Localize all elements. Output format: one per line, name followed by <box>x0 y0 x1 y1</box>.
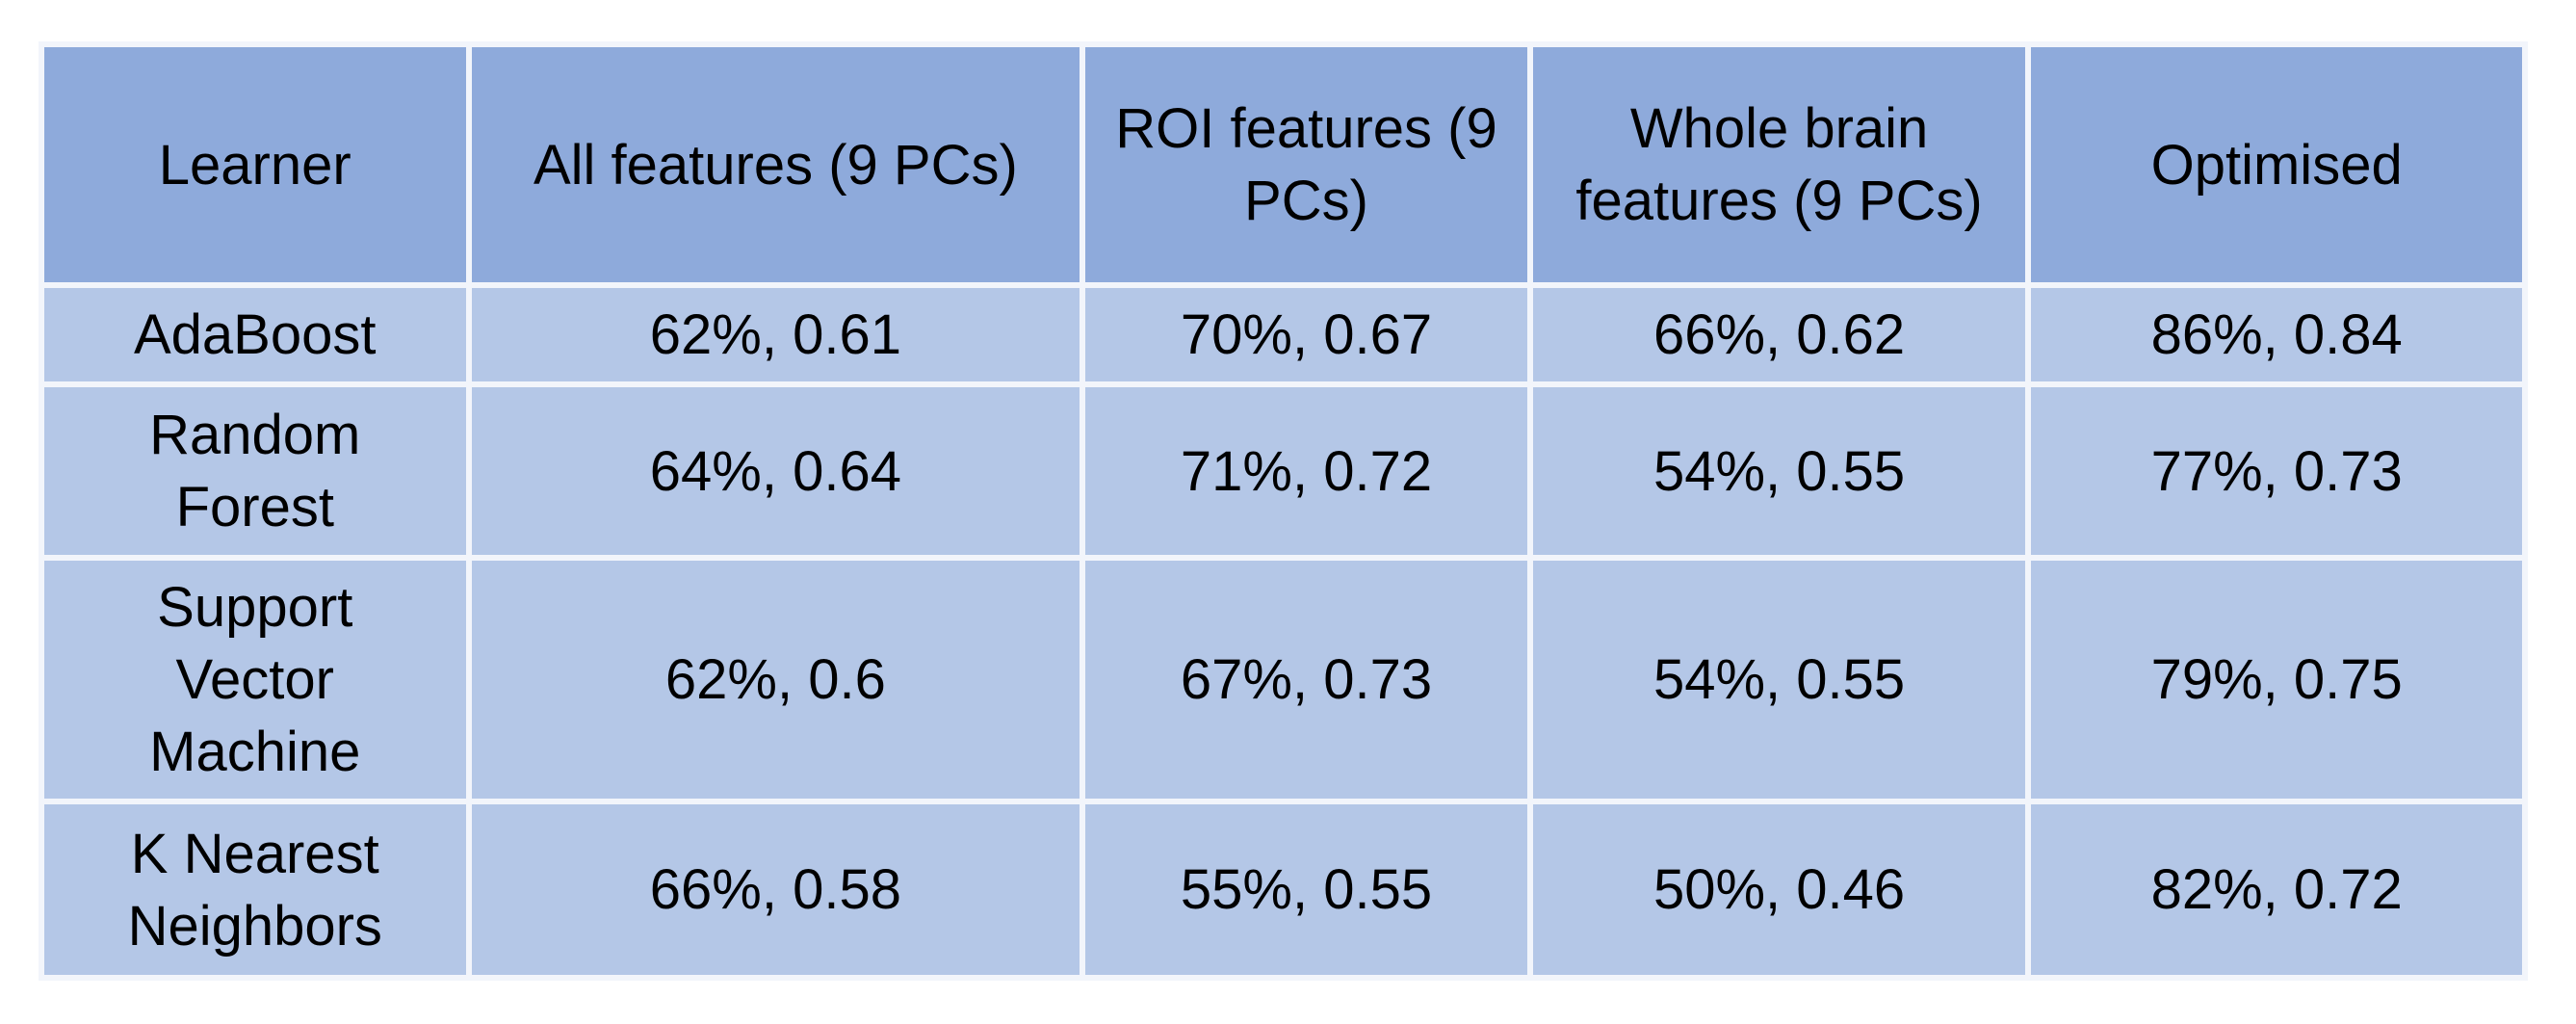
column-header: Optimised <box>2031 47 2522 282</box>
table-row: Support Vector Machine 62%, 0.6 67%, 0.73 5… <box>44 561 2522 799</box>
column-header: All features (9 PCs) <box>471 47 1080 282</box>
score-cell: 71%, 0.72 <box>1085 387 1527 555</box>
cell-text: Whole brain features (9 PCs) <box>1575 97 1983 232</box>
cell-text: Optimised <box>2150 133 2403 197</box>
cell-text: ROI features (9 PCs) <box>1115 97 1497 232</box>
score-cell: 66%, 0.58 <box>471 804 1080 975</box>
results-table: Learner All features (9 PCs) ROI features … <box>39 41 2528 981</box>
score-cell: 64%, 0.64 <box>471 387 1080 555</box>
cell-text: 70%, 0.67 <box>1180 303 1433 366</box>
header-row: Learner All features (9 PCs) ROI features … <box>44 47 2522 282</box>
cell-text: Learner <box>158 133 351 197</box>
score-cell: 54%, 0.55 <box>1532 387 2026 555</box>
cell-text: AdaBoost <box>133 303 377 366</box>
cell-text: 66%, 0.62 <box>1652 303 1906 366</box>
cell-text: K Nearest Neighbors <box>127 822 382 958</box>
score-cell: 79%, 0.75 <box>2031 561 2522 799</box>
score-cell: 86%, 0.84 <box>2031 288 2522 381</box>
cell-text: 66%, 0.58 <box>649 858 901 921</box>
score-cell: 62%, 0.6 <box>471 561 1080 799</box>
cell-text: 82%, 0.72 <box>2150 858 2403 921</box>
cell-text: 64%, 0.64 <box>649 439 901 503</box>
score-cell: 55%, 0.55 <box>1085 804 1527 975</box>
cell-text: 86%, 0.84 <box>2150 303 2403 366</box>
column-header: Learner <box>44 47 466 282</box>
score-cell: 67%, 0.73 <box>1085 561 1527 799</box>
learner-cell: AdaBoost <box>44 288 466 381</box>
column-header: ROI features (9 PCs) <box>1085 47 1527 282</box>
score-cell: 70%, 0.67 <box>1085 288 1527 381</box>
learner-cell: Random Forest <box>44 387 466 555</box>
learner-cell: Support Vector Machine <box>44 561 466 799</box>
cell-text: Support Vector Machine <box>149 576 361 783</box>
score-cell: 54%, 0.55 <box>1532 561 2026 799</box>
score-cell: 62%, 0.61 <box>471 288 1080 381</box>
cell-text: 77%, 0.73 <box>2150 439 2403 503</box>
cell-text: 67%, 0.73 <box>1180 648 1433 711</box>
table-row: AdaBoost 62%, 0.61 70%, 0.67 66%, 0.62 86%, … <box>44 288 2522 381</box>
cell-text: 71%, 0.72 <box>1180 439 1433 503</box>
cell-text: 54%, 0.55 <box>1652 648 1906 711</box>
table-row: Random Forest 64%, 0.64 71%, 0.72 54%, 0.55… <box>44 387 2522 555</box>
table-body: AdaBoost 62%, 0.61 70%, 0.67 66%, 0.62 86%, … <box>44 288 2522 975</box>
cell-text: 62%, 0.61 <box>649 303 901 366</box>
cell-text: 55%, 0.55 <box>1180 858 1433 921</box>
score-cell: 77%, 0.73 <box>2031 387 2522 555</box>
cell-text: 79%, 0.75 <box>2150 648 2403 711</box>
cell-text: 50%, 0.46 <box>1652 858 1906 921</box>
column-header: Whole brain features (9 PCs) <box>1532 47 2026 282</box>
cell-text: 62%, 0.6 <box>664 648 886 711</box>
score-cell: 66%, 0.62 <box>1532 288 2026 381</box>
table-row: K Nearest Neighbors 66%, 0.58 55%, 0.55 50%… <box>44 804 2522 975</box>
score-cell: 82%, 0.72 <box>2031 804 2522 975</box>
cell-text: Random Forest <box>149 404 361 538</box>
cell-text: All features (9 PCs) <box>533 133 1018 197</box>
learner-cell: K Nearest Neighbors <box>44 804 466 975</box>
cell-text: 54%, 0.55 <box>1652 439 1906 503</box>
score-cell: 50%, 0.46 <box>1532 804 2026 975</box>
